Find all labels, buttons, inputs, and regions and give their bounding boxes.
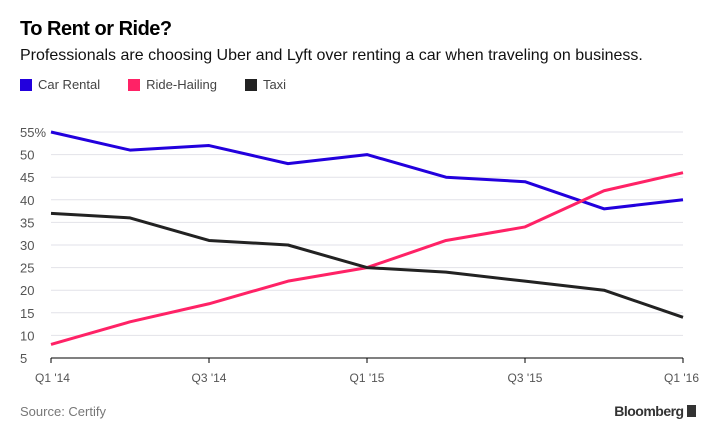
legend-swatch (20, 78, 32, 91)
chart-subtitle: Professionals are choosing Uber and Lyft… (20, 47, 643, 64)
bloomberg-logo-icon (687, 405, 696, 417)
chart-title: To Rent or Ride? (20, 18, 172, 40)
y-tick-label: 45 (20, 170, 34, 185)
y-tick-label: 55% (20, 125, 46, 140)
source-note: Source: Certify (20, 404, 106, 419)
x-tick-label: Q1 '15 (350, 371, 385, 385)
y-tick-label: 15 (20, 306, 34, 321)
x-tick-label: Q1 '14 (35, 371, 70, 385)
bloomberg-logo: Bloomberg (614, 403, 696, 419)
y-tick-label: 40 (20, 193, 34, 208)
legend-item-ride-hailing: Ride-Hailing (128, 77, 217, 92)
legend-label: Taxi (262, 77, 287, 92)
y-tick-label: 10 (20, 328, 34, 343)
x-tick-label: Q1 '16 (664, 371, 699, 385)
y-tick-label: 35 (20, 215, 34, 230)
series-line-taxi (50, 211, 684, 319)
legend-swatch (244, 78, 257, 91)
y-tick-label: 30 (20, 238, 34, 253)
y-tick-label: 20 (20, 283, 34, 298)
x-tick-label: Q3 '14 (192, 371, 227, 385)
y-tick-label: 5 (20, 351, 27, 366)
logo-text: Bloomberg (614, 403, 684, 419)
series-line-ride-hailing (50, 171, 684, 346)
legend-label: Ride-Hailing (146, 77, 217, 92)
legend-label: Car Rental (38, 77, 101, 92)
legend: Car Rental Ride-Hailing Taxi (20, 77, 286, 92)
x-tick-label: Q3 '15 (508, 371, 543, 385)
y-tick-label: 50 (20, 148, 34, 163)
y-tick-label: 25 (20, 261, 34, 276)
legend-item-car-rental: Car Rental (20, 77, 100, 92)
legend-swatch (128, 78, 141, 91)
legend-item-taxi: Taxi (244, 77, 287, 92)
